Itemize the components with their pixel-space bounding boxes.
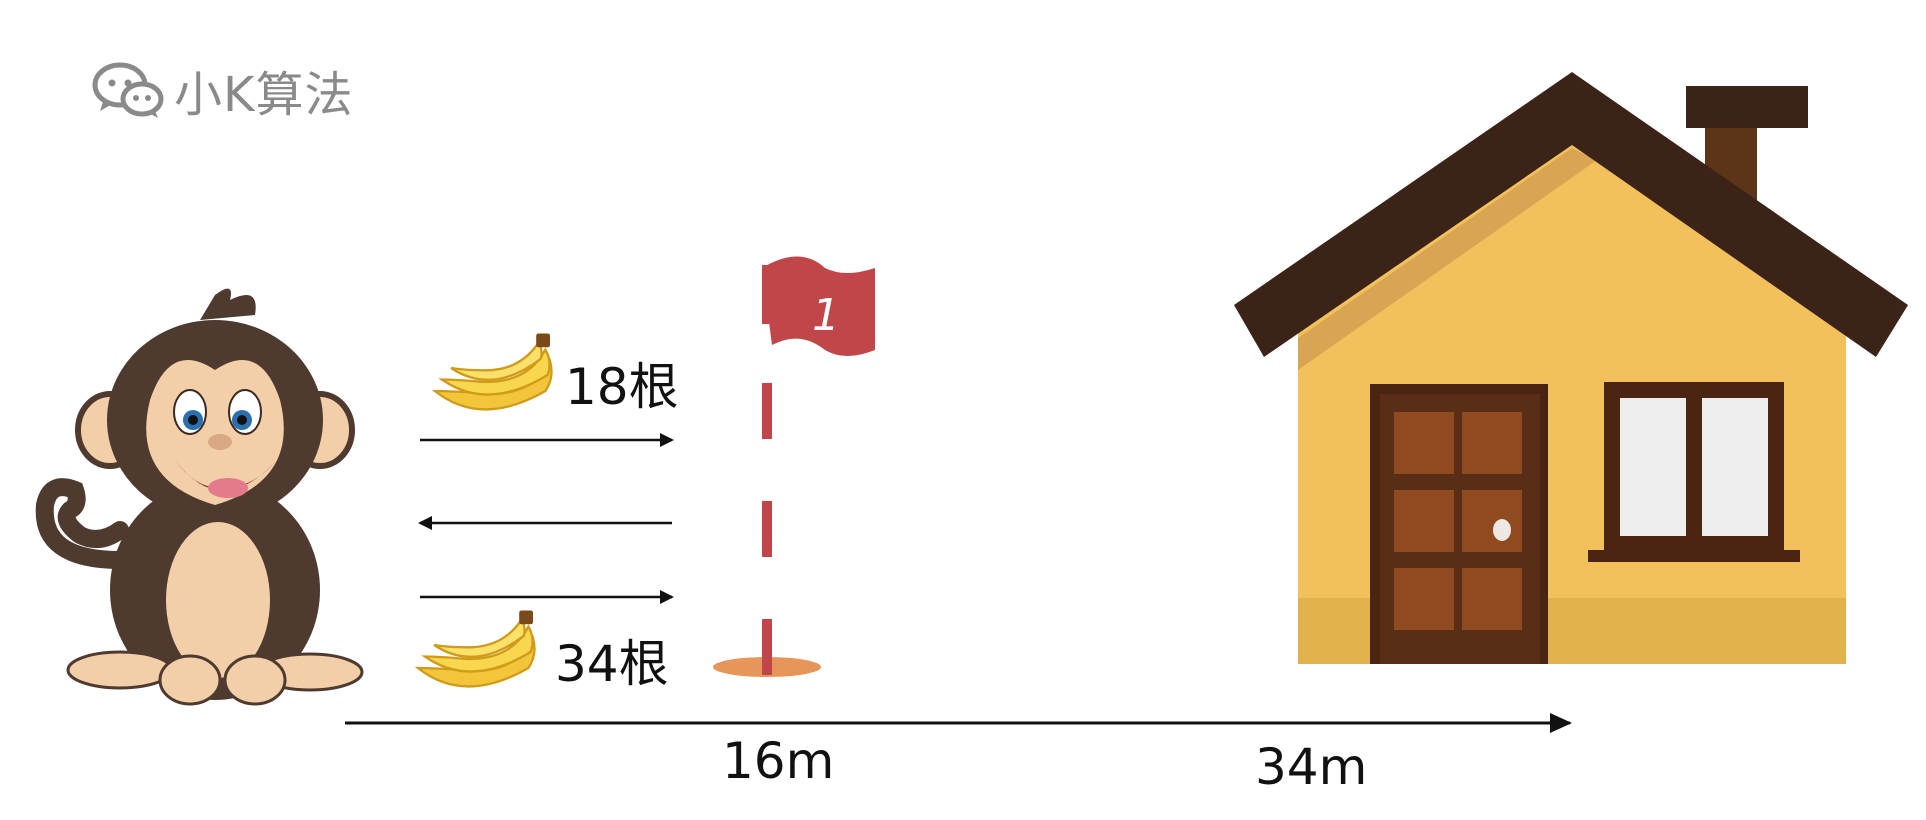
flag-number: 1 (812, 290, 840, 341)
wechat-icon (92, 62, 164, 118)
banana-count-bottom: 34根 (555, 635, 669, 693)
banana-count-top: 18根 (565, 358, 679, 416)
monkey-illustration (35, 288, 364, 706)
banana-bunch-icon (416, 609, 536, 688)
brand-name: 小K算法 (174, 67, 354, 123)
house-illustration (1234, 72, 1908, 664)
flag-marker (713, 256, 875, 677)
distance-to-house: 34m (1255, 738, 1368, 796)
banana-bunch-icon (433, 332, 553, 411)
brand: 小K算法 (92, 58, 354, 123)
distance-to-flag: 16m (722, 732, 835, 790)
